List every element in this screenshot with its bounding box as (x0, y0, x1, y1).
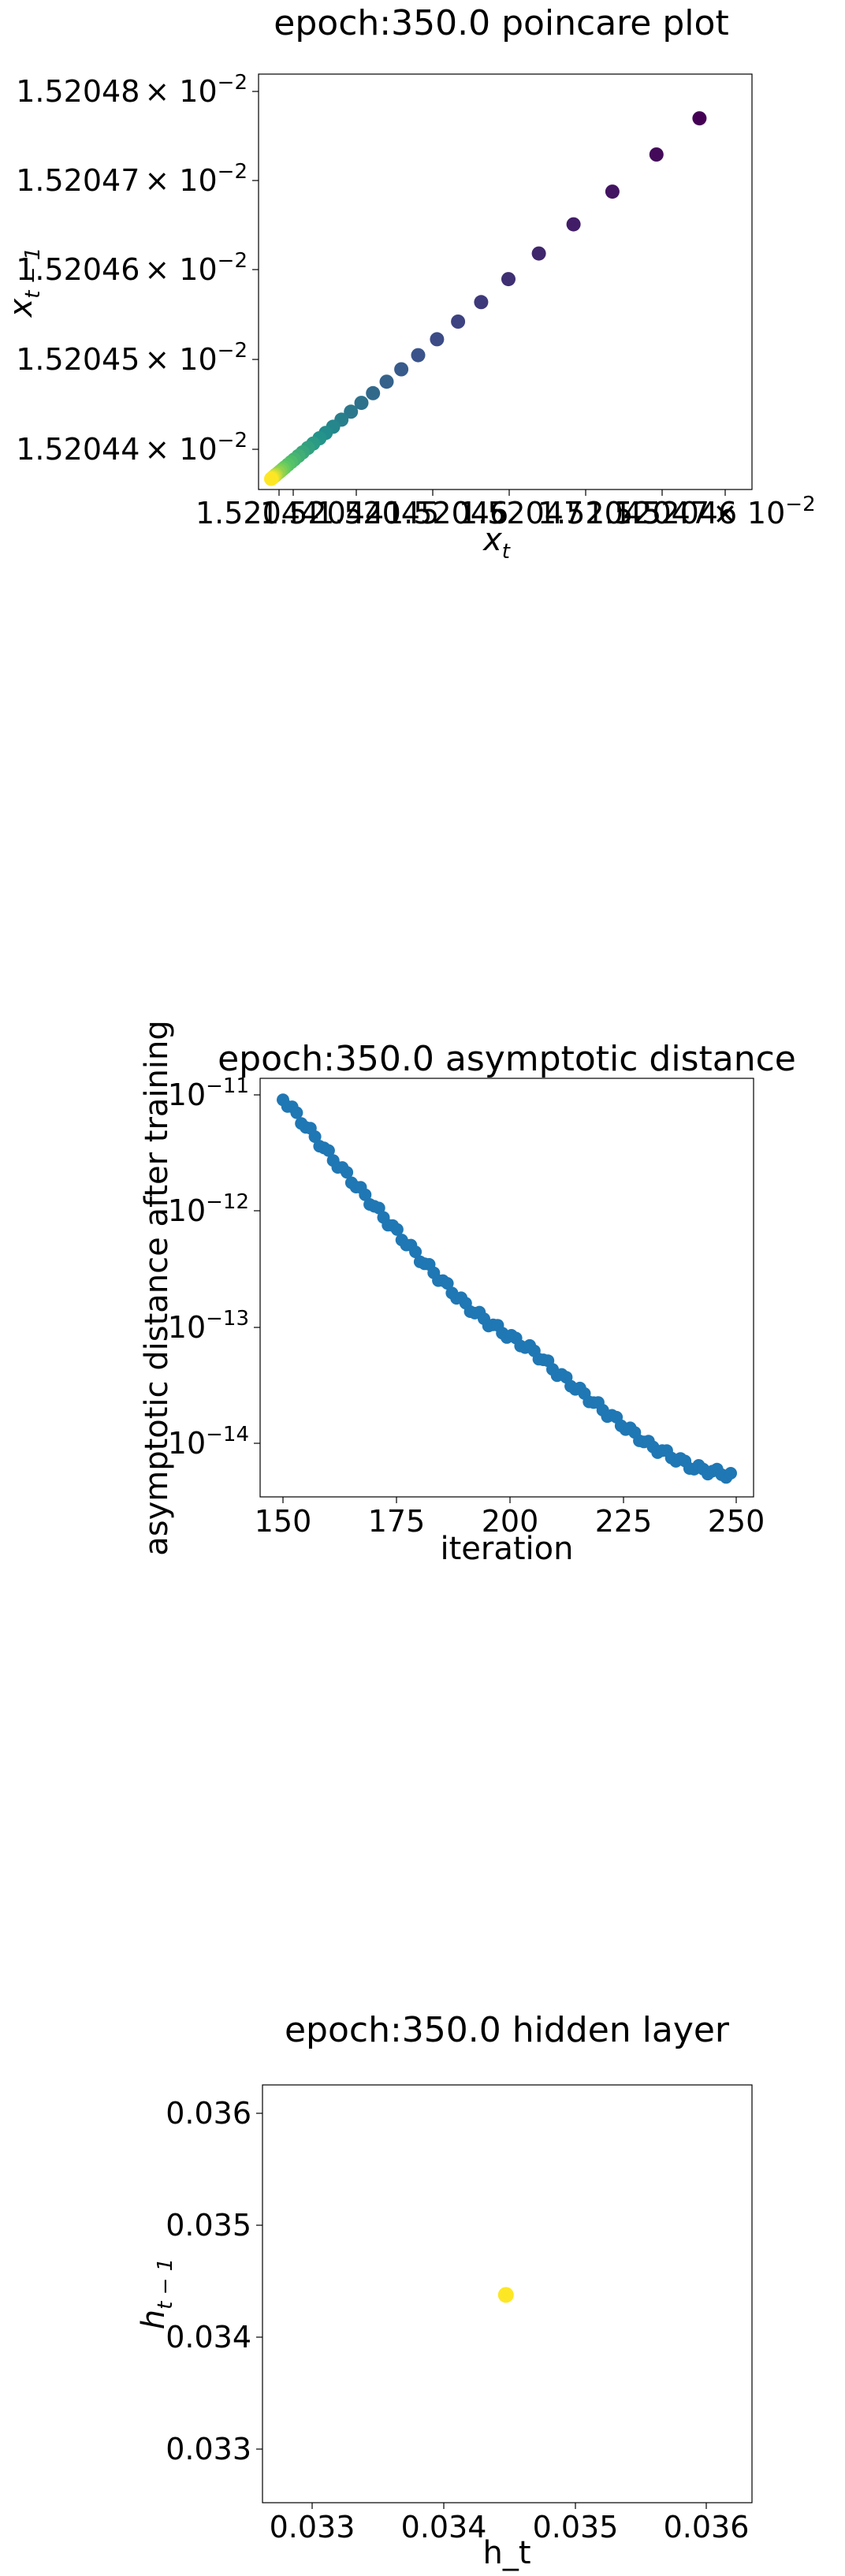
hidden-y-ticks: 0.036 0.035 0.034 0.033 (166, 2096, 262, 2466)
poincare-y-tick-label: 1.52045 × 10−2 (16, 339, 248, 377)
distance-point (441, 1277, 454, 1290)
poincare-point (605, 184, 620, 199)
hidden-layer-frame (262, 2084, 753, 2503)
asymptotic-y-tick-label: 10−11 (168, 1074, 249, 1112)
poincare-point (430, 332, 445, 347)
distance-point (372, 1201, 385, 1215)
poincare-y-tick-label: 1.52046 × 10−2 (16, 249, 248, 287)
poincare-point (649, 147, 664, 162)
poincare-x-offset-label: 1.52044 (195, 496, 319, 530)
asymptotic-y-tick-label: 10−12 (168, 1190, 249, 1228)
distance-point (409, 1245, 422, 1259)
asymptotic-x-tick-label: 225 (595, 1504, 653, 1539)
asymptotic-y-tick-label: 10−14 (168, 1423, 249, 1461)
asymptotic-x-tick-label: 175 (368, 1504, 426, 1539)
poincare-point (692, 111, 707, 126)
hidden-layer-chart: epoch:350.0 hidden layer 0.036 0.035 0.0… (136, 2010, 753, 2571)
poincare-x-exponent-label: × 10−2 (713, 493, 816, 530)
poincare-point (354, 396, 369, 411)
poincare-y-ticks: 1.52048 × 10−2 1.52047 × 10−2 1.52046 × 10−… (16, 71, 259, 467)
asymptotic-distance-title: epoch:350.0 asymptotic distance (218, 1039, 796, 1079)
asymptotic-distance-frame (259, 1078, 754, 1498)
poincare-y-tick-label: 1.52048 × 10−2 (16, 71, 248, 109)
hidden-x-axis-label: h_t (482, 2535, 530, 2571)
poincare-point (411, 348, 426, 363)
poincare-point (566, 217, 581, 232)
asymptotic-distance-points (277, 1093, 737, 1484)
hidden-x-ticks: 0.033 0.034 0.035 0.036 (270, 2503, 750, 2544)
distance-point (290, 1106, 303, 1119)
poincare-point (474, 295, 489, 310)
poincare-x-tick-label: 1.52045 (315, 496, 439, 530)
poincare-point (501, 272, 516, 287)
poincare-x-tick-label: 1.52046 (385, 496, 508, 530)
poincare-plot-chart: epoch:350.0 poincare plot 1.52048 × 10−2 … (3, 3, 816, 564)
poincare-x-tick-label: 1.52046 (613, 496, 737, 530)
poincare-point (344, 404, 359, 419)
hidden-x-tick-label: 0.034 (401, 2510, 487, 2544)
asymptotic-y-tick-label: 10−13 (168, 1307, 249, 1345)
poincare-plot-title: epoch:350.0 poincare plot (274, 3, 728, 43)
asymptotic-x-ticks: 150 175 200 225 250 (255, 1497, 765, 1539)
distance-point (390, 1223, 404, 1236)
poincare-scatter-points (264, 111, 707, 486)
distance-point (724, 1467, 737, 1480)
hidden-x-tick-label: 0.033 (270, 2510, 355, 2544)
hidden-y-tick-label: 0.034 (166, 2320, 251, 2355)
distance-point (359, 1188, 372, 1201)
hidden-x-tick-label: 0.036 (664, 2510, 750, 2544)
poincare-point (264, 471, 278, 486)
poincare-point (531, 246, 546, 261)
poincare-y-tick-label: 1.52047 × 10−2 (16, 160, 248, 198)
asymptotic-distance-chart: epoch:350.0 asymptotic distance 10−11 10… (139, 1020, 796, 1567)
poincare-x-axis-label: xt (482, 522, 511, 564)
asymptotic-x-tick-label: 150 (255, 1504, 312, 1539)
poincare-y-axis-label: xt − 1 (3, 248, 45, 319)
hidden-y-tick-label: 0.036 (166, 2096, 251, 2131)
hidden-layer-title: epoch:350.0 hidden layer (285, 2010, 730, 2050)
asymptotic-x-tick-label: 200 (482, 1504, 539, 1539)
poincare-x-ticks: 1.52044 1.52044 1.52045 1.52046 1.52047 … (195, 490, 816, 530)
poincare-point (366, 385, 381, 400)
poincare-x-tick-label: 1.52047 (586, 496, 709, 530)
hidden-y-tick-label: 0.035 (166, 2208, 251, 2243)
poincare-x-tick-label: 1.52045 (538, 496, 661, 530)
hidden-y-tick-label: 0.033 (166, 2432, 251, 2466)
asymptotic-y-ticks: 10−11 10−12 10−13 10−14 (168, 1074, 260, 1461)
distance-point (322, 1144, 335, 1157)
poincare-plot-frame (258, 73, 753, 490)
asymptotic-x-axis-label: iteration (441, 1531, 574, 1567)
poincare-point (379, 374, 394, 389)
poincare-point (451, 315, 466, 329)
hidden-y-axis-label: ht − 1 (136, 2258, 177, 2329)
poincare-point (394, 362, 409, 377)
poincare-x-tick-label: 1.52047 (459, 496, 583, 530)
distance-point (308, 1130, 322, 1143)
poincare-y-tick-label: 1.52044 × 10−2 (16, 429, 248, 467)
hidden-x-tick-label: 0.035 (533, 2510, 619, 2544)
asymptotic-y-axis-label: asymptotic distance after training (139, 1020, 175, 1556)
hidden-layer-points (497, 2287, 514, 2303)
asymptotic-x-tick-label: 250 (708, 1504, 765, 1539)
hidden-point (497, 2287, 514, 2303)
distance-point (341, 1166, 354, 1179)
poincare-x-tick-label: 1.52044 (260, 496, 384, 530)
